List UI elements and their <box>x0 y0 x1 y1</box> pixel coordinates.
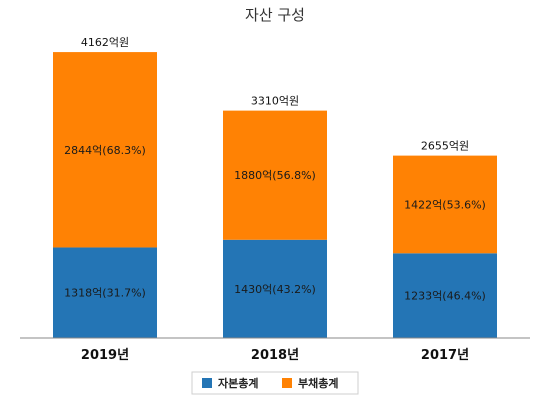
legend-box <box>191 371 359 395</box>
bar-segment-liabilities-1 <box>53 52 157 248</box>
segment-label-equity-2: 1430억(43.2%) <box>234 283 316 296</box>
bar-segment-equity-1 <box>53 247 157 338</box>
legend-label-liabilities: 부채총계 <box>298 376 338 390</box>
segment-label-liabilities-3: 1422억(53.6%) <box>404 198 486 211</box>
legend-swatch-equity <box>202 378 212 388</box>
bar-segment-equity-2 <box>223 239 327 338</box>
segment-label-equity-1: 1318억(31.7%) <box>64 287 146 300</box>
x-tick-label-1: 2019년 <box>81 348 129 363</box>
legend-swatch-liabilities <box>282 378 292 388</box>
bars-layer: 1318억(31.7%) 2844억(68.3%) 4162억원 1430억(43.2… <box>53 36 497 338</box>
x-tick-labels: 2019년 2018년 2017년 <box>81 348 469 363</box>
bar-segment-liabilities-2 <box>223 110 327 240</box>
total-label-1: 4162억원 <box>81 36 129 49</box>
bar-segment-equity-3 <box>393 253 497 338</box>
total-label-2: 3310억원 <box>251 95 299 108</box>
x-tick-label-3: 2017년 <box>421 348 469 363</box>
chart-title: 자산 구성 <box>245 6 305 24</box>
x-tick-label-2: 2018년 <box>251 348 299 363</box>
segment-label-liabilities-2: 1880억(56.8%) <box>234 169 316 182</box>
segment-label-equity-3: 1233억(46.4%) <box>404 290 486 303</box>
legend-label-equity: 자본총계 <box>218 376 258 390</box>
legend: 자본총계 부채총계 <box>191 371 359 395</box>
segment-label-liabilities-1: 2844억(68.3%) <box>64 144 146 157</box>
bar-segment-liabilities-3 <box>393 155 497 254</box>
total-label-3: 2655억원 <box>421 140 469 153</box>
